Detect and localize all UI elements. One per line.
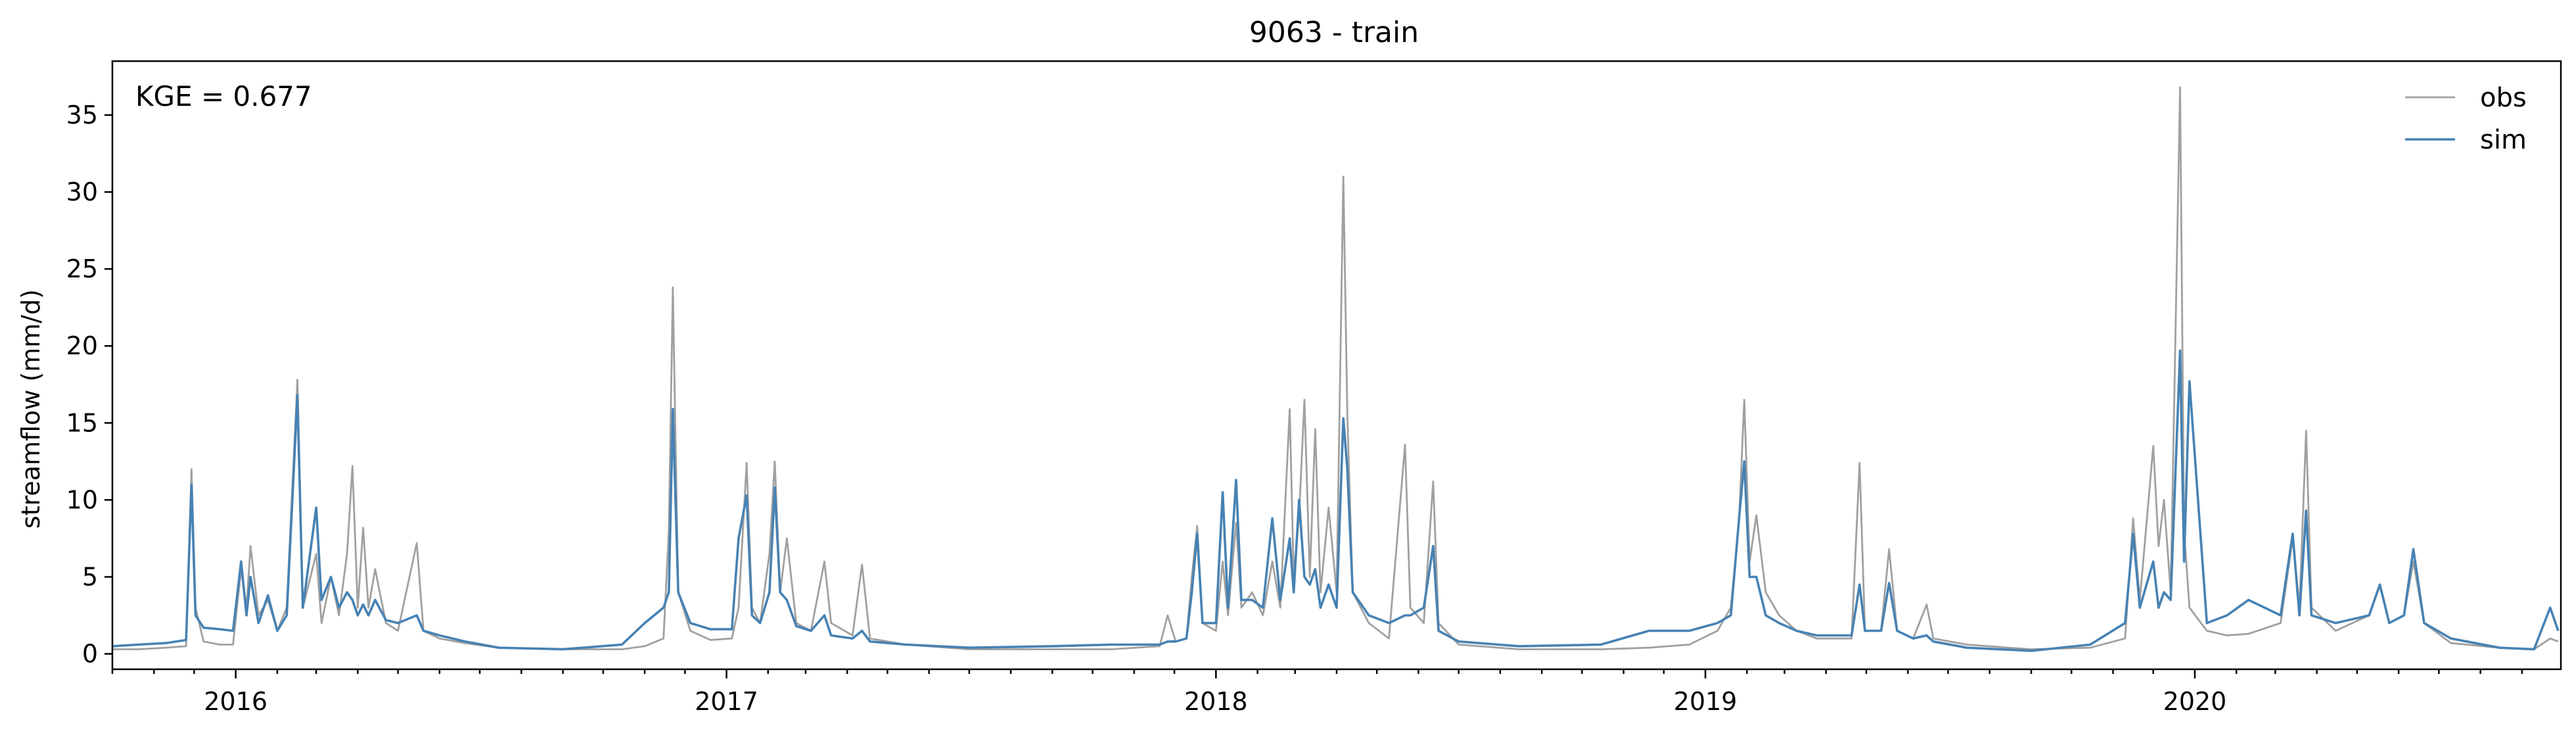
legend-label-obs: obs — [2480, 83, 2527, 113]
legend-label-sim: sim — [2480, 125, 2527, 155]
kge-annotation: KGE = 0.677 — [135, 80, 312, 112]
y-tick-label: 5 — [82, 562, 98, 591]
legend: obs sim — [2405, 83, 2527, 155]
x-ticks: 2016 2017 2018 2019 2020 — [111, 669, 2523, 716]
y-tick-label: 25 — [66, 254, 98, 283]
y-tick-label: 20 — [66, 331, 98, 360]
x-tick-label: 2017 — [695, 687, 758, 716]
x-tick-label: 2020 — [2163, 687, 2227, 716]
y-axis-label: streamflow (mm/d) — [16, 289, 45, 529]
series-layer — [112, 86, 2560, 652]
y-tick-label: 35 — [66, 101, 98, 130]
y-tick-label: 0 — [82, 640, 98, 669]
y-ticks: 0 5 10 15 20 25 30 35 — [66, 101, 112, 669]
y-tick-label: 15 — [66, 408, 98, 437]
plot-area — [111, 60, 2562, 671]
x-tick-label: 2019 — [1674, 687, 1737, 716]
series-line-sim — [112, 349, 2560, 652]
y-tick-label: 10 — [66, 485, 98, 514]
chart-title: 9063 - train — [1249, 16, 1419, 49]
series-line-obs — [112, 86, 2559, 650]
y-tick-label: 30 — [66, 178, 98, 206]
x-tick-label: 2016 — [204, 687, 267, 716]
x-tick-label: 2018 — [1184, 687, 1248, 716]
